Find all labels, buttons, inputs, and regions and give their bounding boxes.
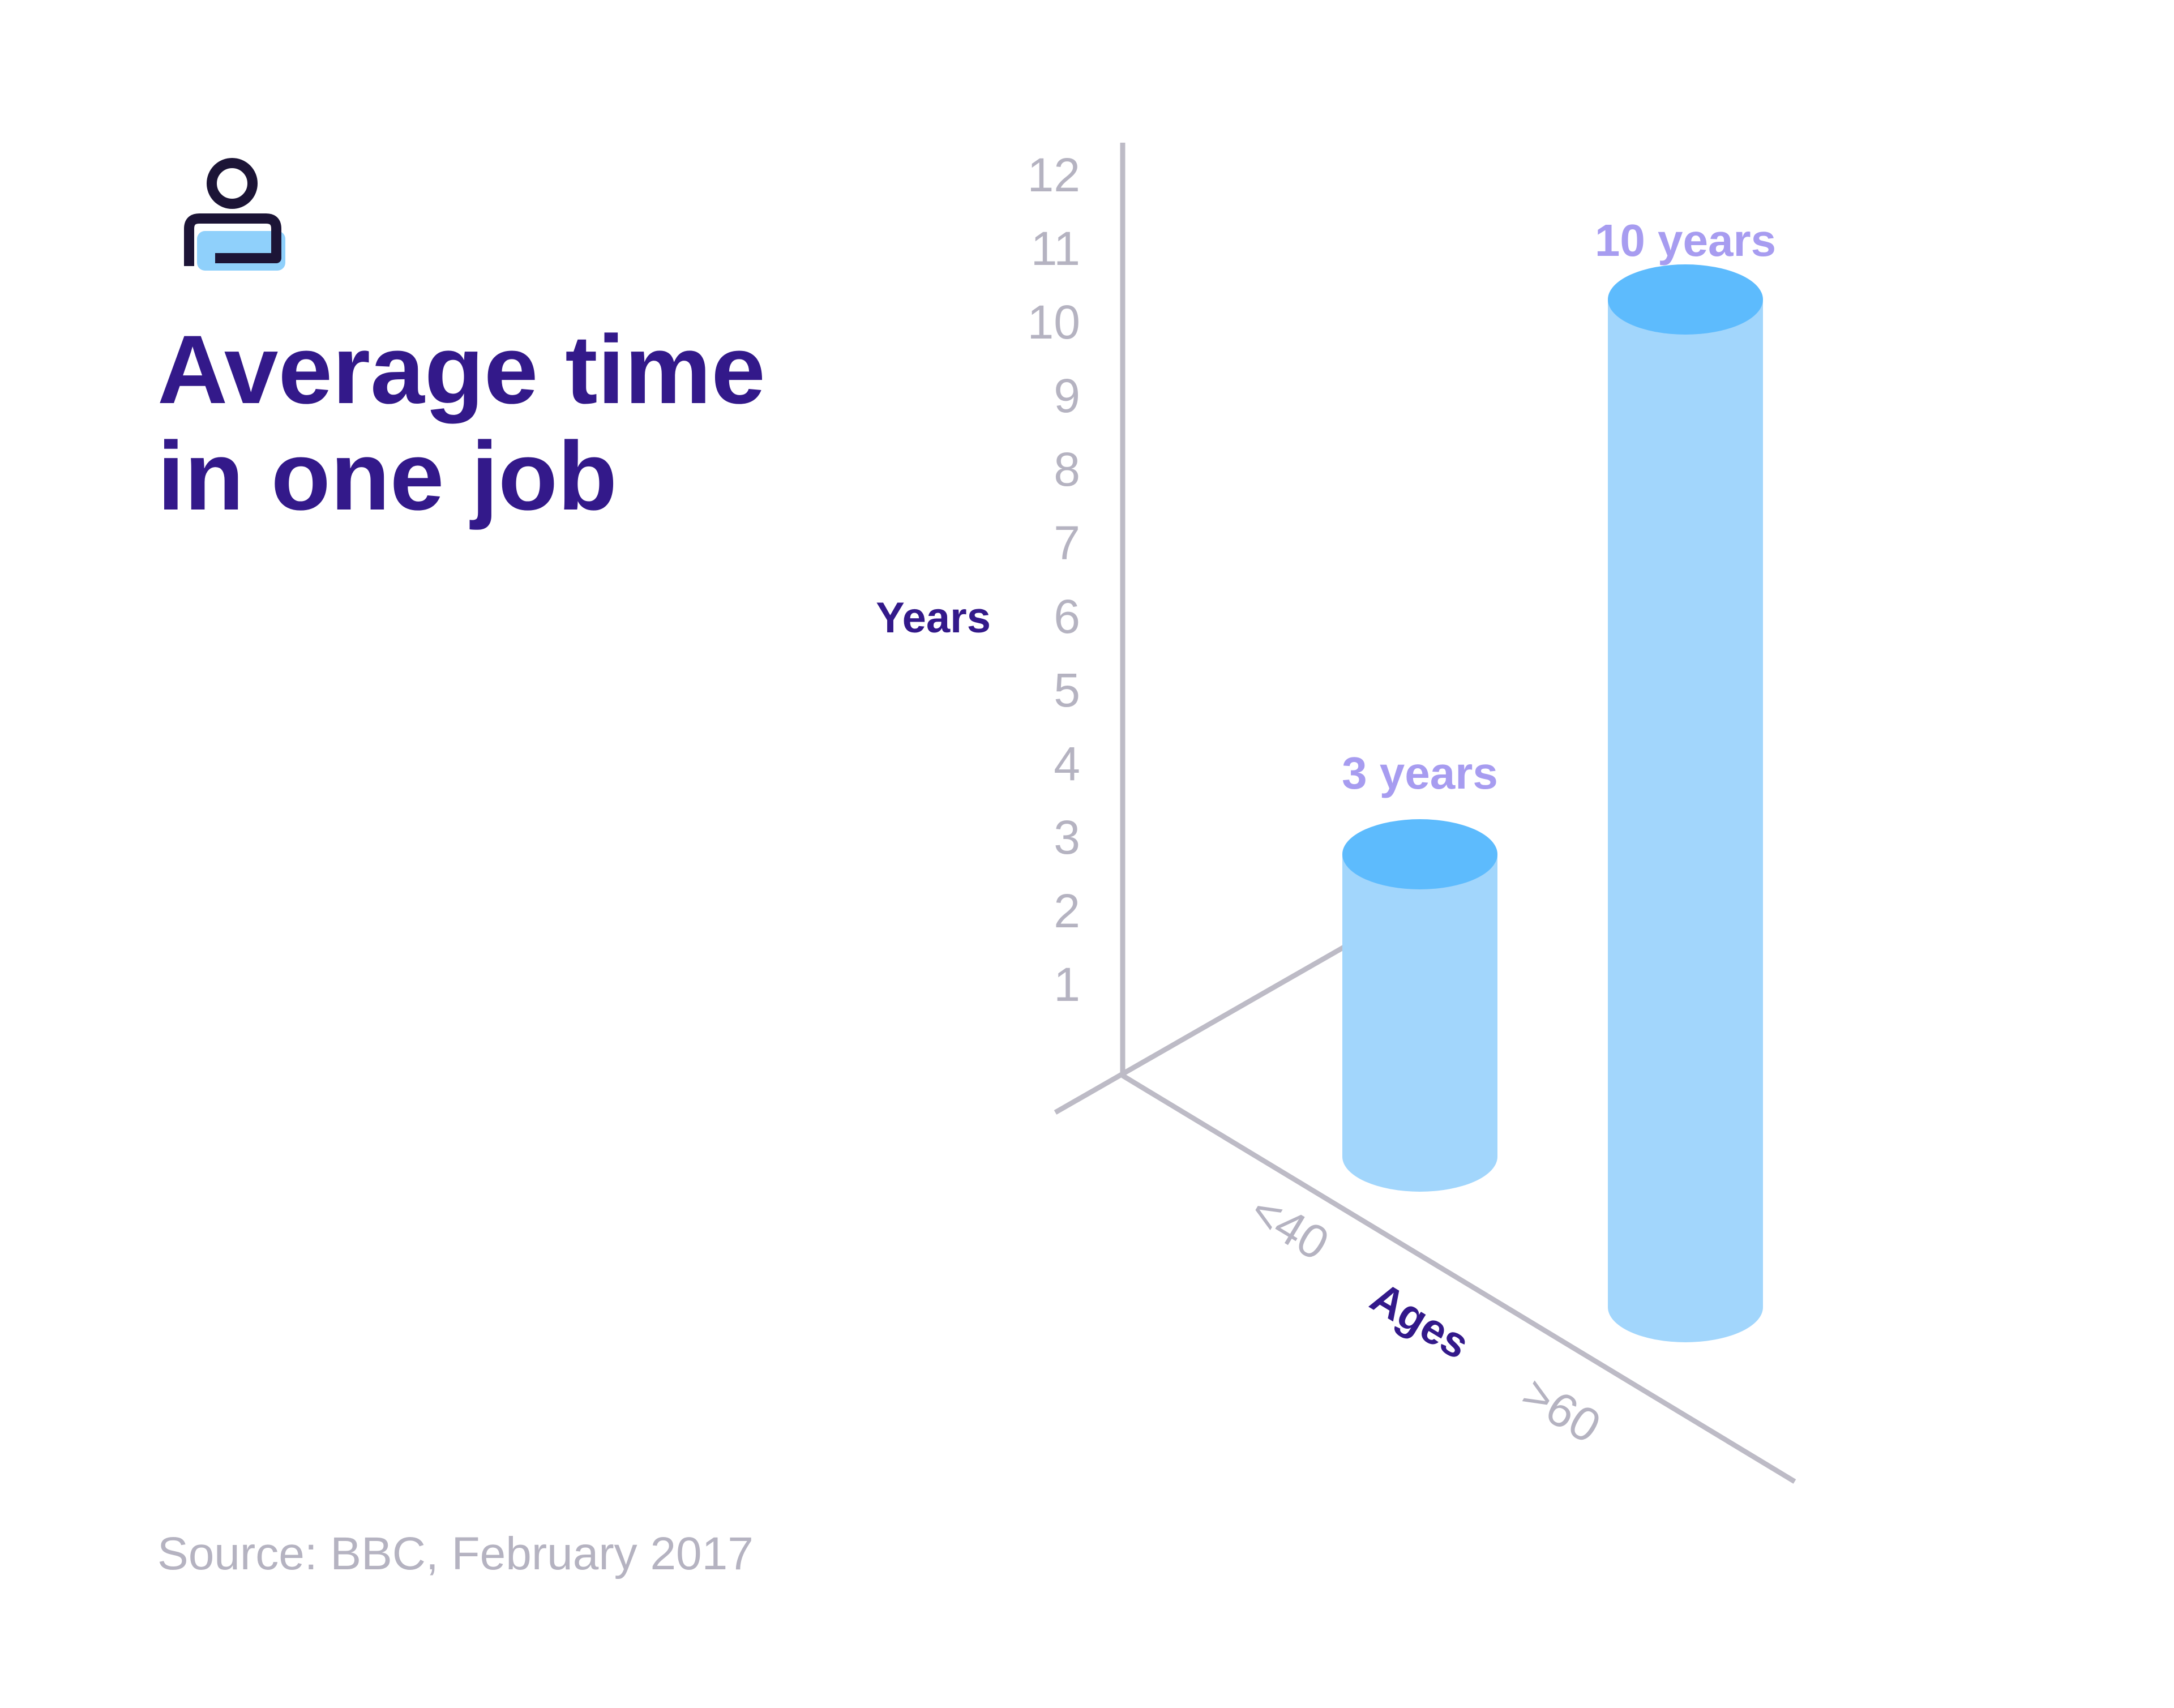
- icon-body-outline: [184, 213, 281, 266]
- depth-axis-line: [1054, 936, 1360, 1115]
- y-tick-label: 7: [1054, 516, 1080, 570]
- y-tick-label: 2: [1054, 884, 1080, 938]
- y-tick-label: 12: [1028, 148, 1080, 202]
- y-tick-label: 11: [1031, 222, 1080, 275]
- y-tick-label: 10: [1028, 296, 1080, 349]
- y-tick-label: 9: [1054, 369, 1080, 422]
- data-label: 10 years: [1595, 215, 1776, 266]
- y-axis-title: Years: [876, 594, 991, 642]
- chart-axes: [1054, 143, 1796, 1484]
- y-tick-label: 3: [1054, 811, 1080, 864]
- y-tick-label: 8: [1054, 443, 1080, 496]
- bar-cylinder-top: [1608, 264, 1763, 335]
- source-note: Source: BBC, February 2017: [157, 1528, 754, 1579]
- page-title-line-1: Average time: [157, 315, 765, 424]
- y-tick-label: 4: [1054, 737, 1080, 790]
- y-tick-label: 5: [1054, 663, 1080, 717]
- y-tick-label: 6: [1054, 590, 1080, 643]
- x-axis-line: [1121, 1073, 1796, 1484]
- x-tick-label: >60: [1513, 1366, 1610, 1453]
- bar-cylinder: [1608, 264, 1763, 1342]
- bar-cylinder: [1342, 819, 1497, 1192]
- y-tick-label: 1: [1054, 958, 1080, 1011]
- icon-head: [207, 158, 258, 209]
- data-label: 3 years: [1342, 748, 1498, 798]
- person-at-laptop-icon: [184, 158, 285, 271]
- page-title-line-2: in one job: [157, 422, 617, 530]
- bar-cylinder-top: [1342, 819, 1497, 889]
- bar-cylinder-body: [1608, 299, 1763, 1342]
- bar-cylinder-body: [1342, 854, 1497, 1192]
- bar-cylinders: [1342, 264, 1763, 1342]
- x-axis-title: Ages: [1363, 1273, 1478, 1369]
